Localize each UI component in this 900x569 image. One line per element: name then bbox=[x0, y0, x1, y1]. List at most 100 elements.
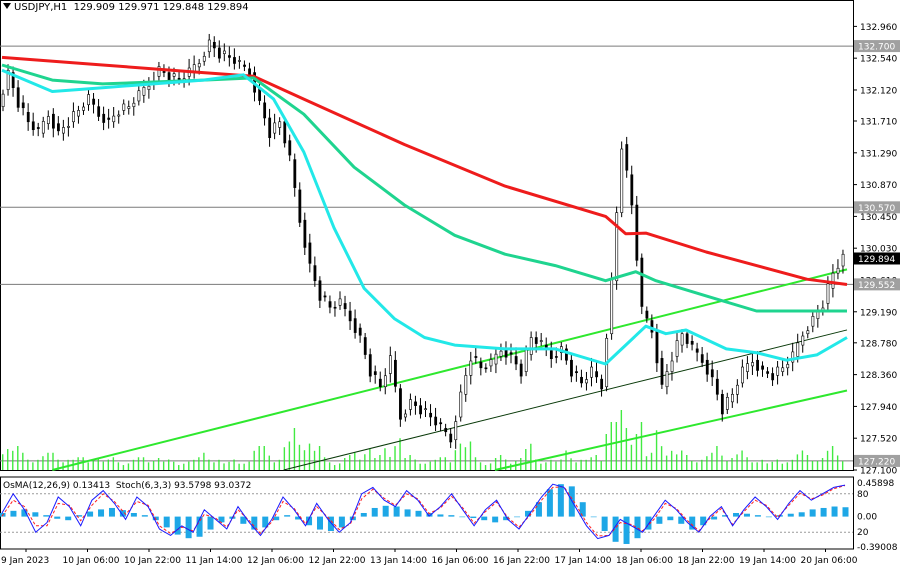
volume-bar bbox=[218, 459, 220, 470]
osma-bar bbox=[503, 516, 510, 521]
candle-body bbox=[660, 358, 664, 385]
volume-bar bbox=[575, 462, 577, 470]
candle-body bbox=[72, 111, 75, 123]
volume-bar bbox=[349, 455, 351, 470]
volume-bar bbox=[364, 454, 366, 470]
candle-body bbox=[570, 359, 573, 377]
volume-bar bbox=[213, 462, 215, 470]
osma-bar bbox=[546, 489, 553, 517]
osma-bar bbox=[820, 507, 827, 517]
price-label-text: 129.552 bbox=[858, 281, 895, 291]
candle-body bbox=[746, 363, 749, 372]
candle-body bbox=[414, 401, 417, 406]
osma-bar bbox=[338, 516, 345, 528]
volume-bar bbox=[102, 461, 104, 470]
volume-bar bbox=[112, 457, 115, 470]
volume-bar bbox=[620, 410, 623, 470]
candle-body bbox=[459, 391, 463, 418]
indicator-axis-label: 20 bbox=[857, 528, 869, 538]
price-label-box bbox=[854, 252, 900, 265]
volume-bar bbox=[137, 457, 140, 470]
volume-bar bbox=[645, 456, 648, 470]
osma-bar bbox=[163, 516, 170, 528]
volume-bar bbox=[17, 446, 19, 470]
osma-bar bbox=[174, 516, 181, 535]
volume-bar bbox=[278, 459, 281, 470]
volume-bar bbox=[419, 463, 421, 470]
osma-bar bbox=[459, 516, 466, 518]
volume-bar bbox=[27, 459, 29, 470]
candle-body bbox=[127, 106, 131, 109]
time-axis-label: 12 Jan 06:00 bbox=[247, 556, 304, 566]
triangle-down-icon[interactable] bbox=[3, 3, 11, 9]
volume-bar bbox=[816, 461, 819, 470]
candle-body bbox=[519, 363, 523, 377]
volume-bar bbox=[32, 462, 34, 470]
osma-bar bbox=[711, 516, 718, 520]
candle-body bbox=[514, 356, 518, 365]
candle-body bbox=[11, 72, 15, 89]
volume-bar bbox=[444, 457, 447, 470]
volume-bar bbox=[786, 462, 789, 470]
price-label-127.220: 127.220 bbox=[854, 454, 900, 467]
candle-body bbox=[454, 421, 458, 441]
osma-bar bbox=[382, 505, 389, 517]
candle-body bbox=[318, 280, 322, 301]
candle-body bbox=[283, 121, 287, 144]
osma-bar bbox=[119, 510, 126, 517]
volume-bar bbox=[841, 461, 844, 470]
osma-bar bbox=[700, 516, 707, 526]
candle-body bbox=[811, 316, 815, 327]
volume-bar bbox=[117, 462, 120, 470]
candle-body bbox=[212, 41, 216, 49]
volume-bar bbox=[173, 461, 175, 470]
osma-bar bbox=[842, 507, 849, 517]
volume-bar bbox=[22, 452, 24, 470]
candle-body bbox=[665, 371, 669, 388]
time-axis-label: 20 Jan 06:00 bbox=[801, 556, 858, 566]
candle-body bbox=[132, 102, 136, 107]
osma-bar bbox=[130, 513, 137, 517]
volume-bar bbox=[711, 452, 713, 470]
osma-bar bbox=[273, 516, 280, 521]
osma-bar bbox=[612, 516, 619, 542]
volume-bar bbox=[328, 462, 331, 470]
volume-bar bbox=[555, 461, 557, 470]
candle-body bbox=[444, 428, 448, 433]
volume-bar bbox=[293, 428, 296, 470]
candle-body bbox=[157, 66, 161, 77]
moving-average-cyan bbox=[1, 68, 848, 366]
volume-bar bbox=[374, 458, 376, 470]
candle-body bbox=[736, 384, 739, 395]
volume-bar bbox=[706, 456, 708, 470]
candle-body bbox=[46, 116, 50, 124]
candle-body bbox=[534, 337, 538, 344]
candle-body bbox=[751, 362, 754, 367]
volume-bar bbox=[459, 443, 462, 470]
volume-bar bbox=[449, 462, 452, 470]
trend-channel-line-0 bbox=[52, 268, 848, 471]
candle-body bbox=[6, 69, 10, 90]
candle-body bbox=[233, 57, 236, 64]
osma-bar bbox=[557, 484, 564, 517]
indicator-axis-label: 0.45898 bbox=[857, 479, 894, 489]
volume-bar bbox=[369, 449, 371, 470]
volume-bar bbox=[504, 459, 507, 470]
volume-bar bbox=[791, 459, 794, 470]
candle-body bbox=[358, 327, 362, 336]
osma-bar bbox=[426, 513, 433, 517]
osma-bar bbox=[645, 516, 652, 530]
stoch-main-line bbox=[1, 483, 846, 540]
osma-bar bbox=[798, 512, 805, 517]
price-axis-label: 131.290 bbox=[860, 149, 897, 159]
price-label-text: 127.220 bbox=[858, 457, 895, 467]
candle-body bbox=[217, 47, 221, 59]
candle-body bbox=[207, 39, 211, 53]
volume-bar bbox=[570, 458, 572, 470]
osma-bar bbox=[262, 516, 269, 528]
volume-bar bbox=[806, 455, 809, 470]
volume-bar bbox=[670, 450, 673, 470]
osma-bar bbox=[87, 511, 94, 517]
volume-bar bbox=[12, 450, 14, 470]
candle-body bbox=[303, 219, 307, 248]
